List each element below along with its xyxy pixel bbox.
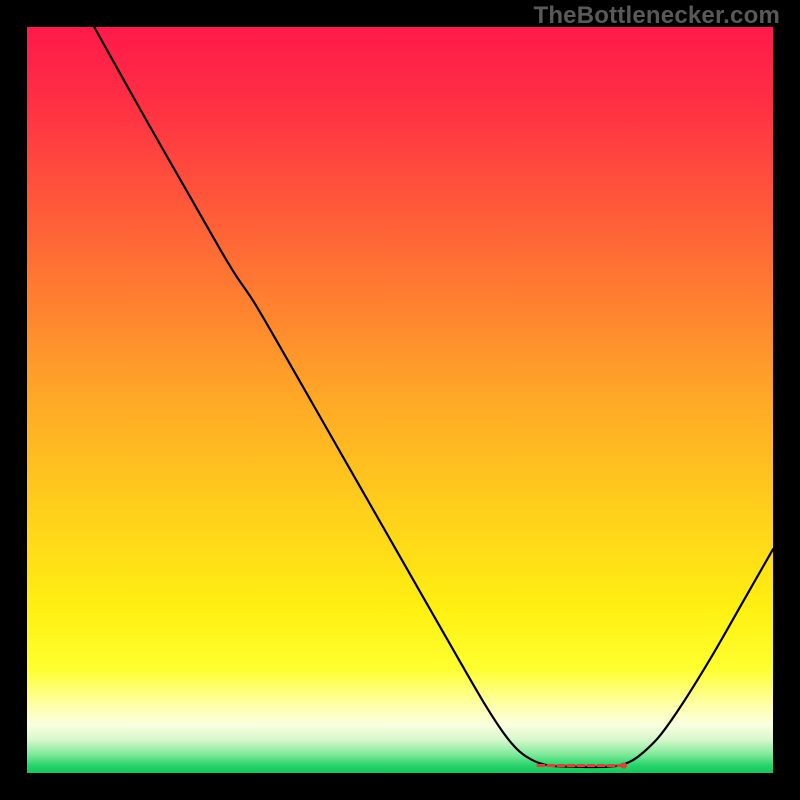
bottleneck-chart [27,27,773,773]
optimal-point-dot [621,762,627,768]
watermark: TheBottlenecker.com [533,2,780,30]
plot-area [27,27,773,773]
gradient-background [27,27,773,773]
